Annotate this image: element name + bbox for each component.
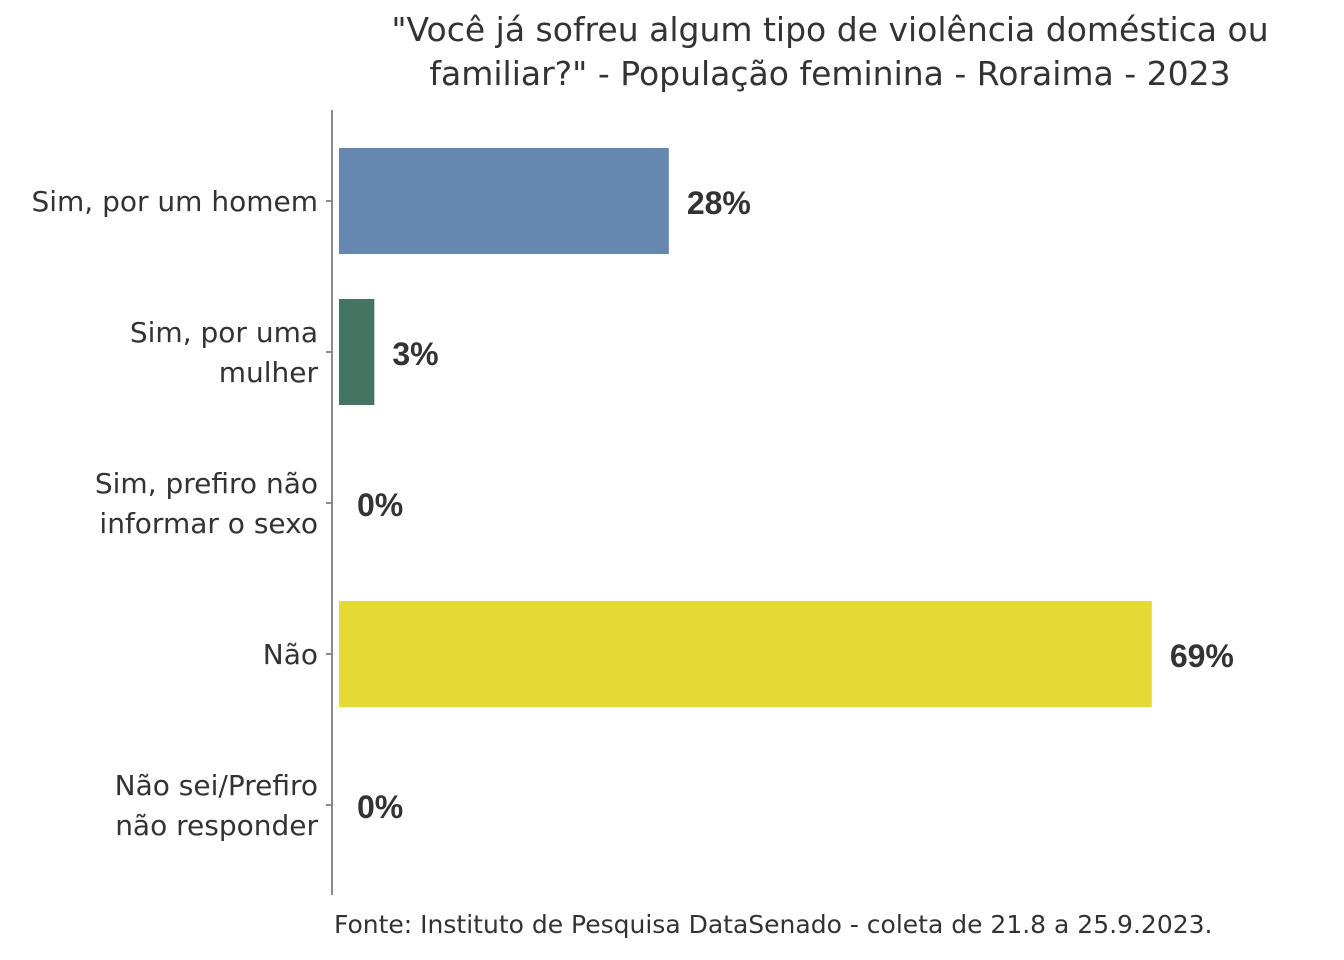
- value-label: 3%: [392, 336, 438, 372]
- value-label: 28%: [687, 185, 751, 221]
- source-note: Fonte: Instituto de Pesquisa DataSenado …: [334, 910, 1213, 939]
- category-labels: Sim, por um homem Sim, por uma mulher Sim, …: [31, 185, 318, 842]
- value-label: 69%: [1170, 638, 1234, 674]
- category-label: Sim, por uma mulher: [130, 316, 319, 389]
- bar: [339, 148, 669, 254]
- bar: [339, 601, 1152, 707]
- chart-title-line-2: familiar?" - População feminina - Roraim…: [429, 54, 1231, 93]
- category-label: Não: [263, 638, 318, 671]
- chart-title: "Você já sofreu algum tipo de violência …: [330, 8, 1330, 96]
- category-label: Sim, prefiro não informar o sexo: [95, 467, 318, 540]
- bars: [339, 148, 1152, 707]
- value-label: 0%: [357, 487, 403, 523]
- value-label: 0%: [357, 789, 403, 825]
- y-axis: [326, 110, 333, 895]
- value-labels: 28% 3% 0% 69% 0%: [357, 185, 1234, 825]
- bar: [339, 299, 375, 405]
- category-label: Não sei/Prefiro não responder: [115, 769, 319, 842]
- chart-title-line-1: "Você já sofreu algum tipo de violência …: [391, 10, 1269, 49]
- category-label: Sim, por um homem: [31, 185, 318, 218]
